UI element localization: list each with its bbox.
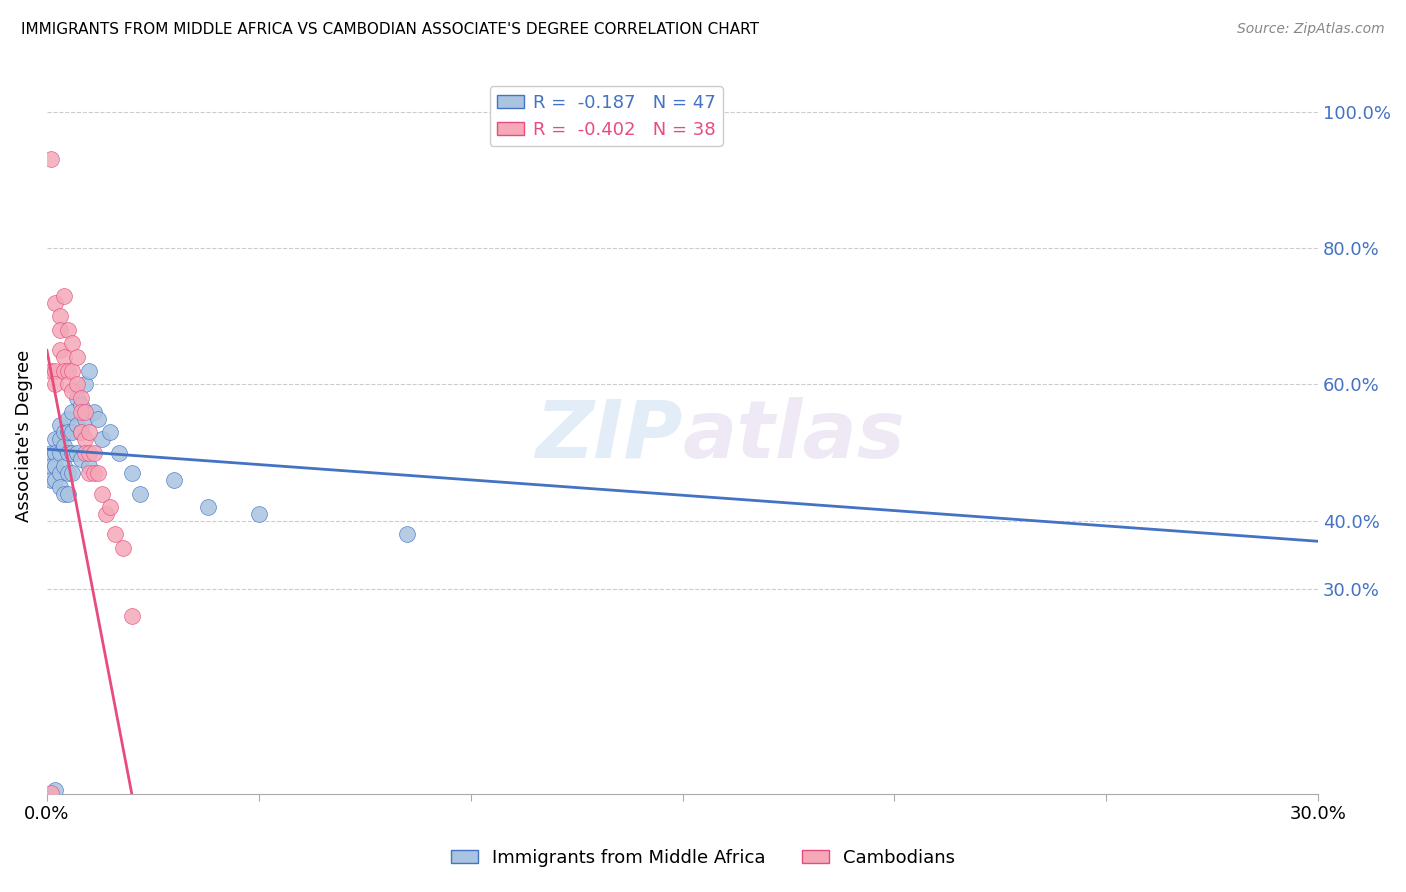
Point xyxy=(91,432,114,446)
Point xyxy=(77,466,100,480)
Point xyxy=(65,418,87,433)
Point xyxy=(52,425,75,439)
Point xyxy=(48,432,70,446)
Point xyxy=(39,459,62,474)
Point xyxy=(77,425,100,439)
Point xyxy=(77,364,100,378)
Text: ZIP: ZIP xyxy=(536,397,682,475)
Point xyxy=(48,445,70,459)
Point xyxy=(60,336,83,351)
Point xyxy=(39,364,62,378)
Point xyxy=(44,432,66,446)
Point xyxy=(56,364,79,378)
Point xyxy=(73,405,96,419)
Point xyxy=(69,398,91,412)
Point xyxy=(69,452,91,467)
Point xyxy=(69,405,91,419)
Legend: Immigrants from Middle Africa, Cambodians: Immigrants from Middle Africa, Cambodian… xyxy=(443,842,963,874)
Point xyxy=(48,418,70,433)
Point xyxy=(44,783,66,797)
Point xyxy=(48,480,70,494)
Point xyxy=(52,350,75,364)
Point xyxy=(60,364,83,378)
Point xyxy=(247,507,270,521)
Point xyxy=(65,377,87,392)
Point xyxy=(44,295,66,310)
Point xyxy=(91,486,114,500)
Point xyxy=(52,486,75,500)
Point xyxy=(56,411,79,425)
Point xyxy=(73,411,96,425)
Point xyxy=(48,309,70,323)
Point xyxy=(69,391,91,405)
Point xyxy=(65,391,87,405)
Point xyxy=(56,323,79,337)
Point xyxy=(121,466,143,480)
Point xyxy=(77,459,100,474)
Point xyxy=(48,323,70,337)
Point xyxy=(60,384,83,399)
Point xyxy=(60,445,83,459)
Point xyxy=(96,507,118,521)
Point xyxy=(65,445,87,459)
Point xyxy=(100,425,122,439)
Point xyxy=(48,343,70,358)
Point xyxy=(197,500,219,515)
Point xyxy=(77,445,100,459)
Point xyxy=(100,500,122,515)
Text: Source: ZipAtlas.com: Source: ZipAtlas.com xyxy=(1237,22,1385,37)
Point xyxy=(87,466,110,480)
Point xyxy=(73,377,96,392)
Point xyxy=(83,405,105,419)
Point xyxy=(44,459,66,474)
Point xyxy=(83,466,105,480)
Point xyxy=(39,473,62,487)
Point xyxy=(44,473,66,487)
Legend: R =  -0.187   N = 47, R =  -0.402   N = 38: R = -0.187 N = 47, R = -0.402 N = 38 xyxy=(489,87,723,146)
Point xyxy=(56,425,79,439)
Point xyxy=(39,153,62,167)
Point xyxy=(39,445,62,459)
Point xyxy=(56,486,79,500)
Point xyxy=(60,425,83,439)
Text: IMMIGRANTS FROM MIDDLE AFRICA VS CAMBODIAN ASSOCIATE'S DEGREE CORRELATION CHART: IMMIGRANTS FROM MIDDLE AFRICA VS CAMBODI… xyxy=(21,22,759,37)
Point xyxy=(60,405,83,419)
Point xyxy=(52,289,75,303)
Point xyxy=(60,466,83,480)
Point xyxy=(73,445,96,459)
Point xyxy=(44,364,66,378)
Point xyxy=(52,364,75,378)
Text: atlas: atlas xyxy=(682,397,905,475)
Point xyxy=(44,377,66,392)
Point xyxy=(44,445,66,459)
Point xyxy=(52,459,75,474)
Point xyxy=(39,786,62,800)
Point xyxy=(48,466,70,480)
Point xyxy=(56,377,79,392)
Point xyxy=(396,527,419,541)
Point xyxy=(112,541,135,555)
Point xyxy=(73,432,96,446)
Point xyxy=(52,439,75,453)
Point xyxy=(108,445,131,459)
Point xyxy=(83,445,105,459)
Point xyxy=(87,411,110,425)
Point xyxy=(129,486,152,500)
Point xyxy=(56,445,79,459)
Point xyxy=(163,473,186,487)
Point xyxy=(65,350,87,364)
Point xyxy=(69,425,91,439)
Point xyxy=(104,527,127,541)
Point xyxy=(56,466,79,480)
Point xyxy=(121,609,143,624)
Y-axis label: Associate's Degree: Associate's Degree xyxy=(15,350,32,522)
Point xyxy=(69,425,91,439)
